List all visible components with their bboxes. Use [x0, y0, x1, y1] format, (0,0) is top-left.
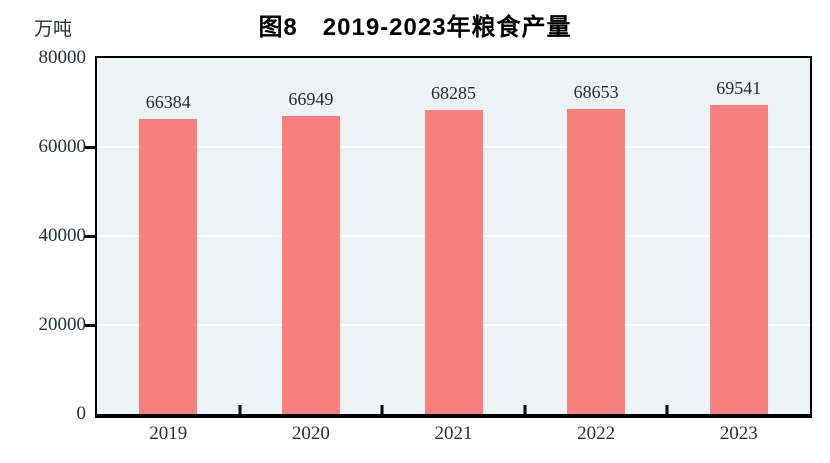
- x-axis-tick: [523, 405, 527, 414]
- x-tick-label-2020: 2020: [291, 423, 330, 444]
- bar-2019: [139, 118, 198, 414]
- x-tick-label-2021: 2021: [434, 423, 473, 444]
- x-tick-label-2022: 2022: [577, 423, 616, 444]
- y-tick-label-80000: 80000: [38, 47, 87, 68]
- y-tick-label-40000: 40000: [38, 225, 87, 246]
- y-tick-label-60000: 60000: [38, 136, 87, 157]
- plot-area: 66384 66949 68285 68653 69541: [95, 56, 812, 418]
- x-tick-label-2023: 2023: [719, 423, 758, 444]
- y-tick-label-0: 0: [76, 403, 87, 424]
- bar-value-label-2019: 66384: [145, 91, 191, 112]
- bar-value-label-2022: 68653: [573, 81, 619, 102]
- x-axis-tick: [665, 405, 669, 414]
- bar-value-label-2023: 69541: [716, 77, 762, 98]
- x-tick-label-2019: 2019: [149, 423, 188, 444]
- y-tick-mark-20000: [85, 324, 95, 327]
- y-tick-label-20000: 20000: [38, 314, 87, 335]
- x-axis-tick: [238, 405, 242, 414]
- bar-2020: [281, 116, 340, 414]
- bar-2023: [709, 104, 768, 414]
- y-axis-unit-label: 万吨: [34, 19, 73, 40]
- bar-value-label-2021: 68285: [431, 83, 476, 104]
- bar-value-label-2020: 66949: [288, 89, 334, 110]
- bar-2022: [567, 108, 626, 414]
- bar-2021: [424, 110, 483, 414]
- chart-title: 图8 2019-2023年粮食产量: [258, 14, 572, 41]
- y-tick-mark-60000: [85, 146, 95, 149]
- x-axis-tick: [380, 405, 384, 414]
- y-tick-mark-40000: [85, 235, 95, 238]
